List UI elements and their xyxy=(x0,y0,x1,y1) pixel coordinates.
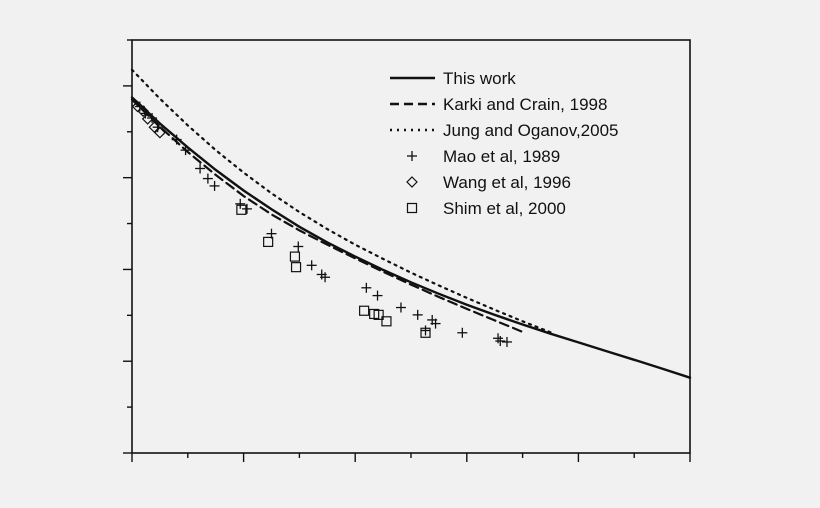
data-point-square xyxy=(373,309,384,320)
series-line-dotted xyxy=(130,68,552,334)
data-point-square xyxy=(359,305,370,316)
plot-area xyxy=(123,39,692,462)
data-point-plus xyxy=(202,173,213,184)
data-point-plus xyxy=(306,260,317,271)
legend-label: Mao et al, 1989 xyxy=(443,147,560,166)
legend: This work Karki and Crain, 1998 Jung and O… xyxy=(390,69,619,218)
series-line-solid xyxy=(130,96,692,379)
data-point-plus xyxy=(241,203,252,214)
legend-label: Wang et al, 1996 xyxy=(443,173,571,192)
legend-swatch-diamond xyxy=(406,176,418,188)
data-point-diamond xyxy=(131,100,144,113)
legend-item: Karki and Crain, 1998 xyxy=(390,95,607,114)
data-point-plus xyxy=(372,290,383,301)
data-point-plus xyxy=(420,325,431,336)
data-point-square xyxy=(236,204,247,215)
series-square-points xyxy=(236,204,431,338)
legend-label: Shim et al, 2000 xyxy=(443,199,566,218)
data-point-plus xyxy=(209,180,220,191)
data-point-plus xyxy=(412,309,423,320)
legend-swatch-square xyxy=(406,202,418,214)
data-point-diamond xyxy=(137,105,150,117)
data-point-diamond xyxy=(154,126,166,139)
data-point-plus xyxy=(171,134,182,145)
legend-item: Wang et al, 1996 xyxy=(406,173,571,192)
data-point-plus xyxy=(293,241,304,252)
data-point-plus xyxy=(320,272,331,283)
series-line-dashed xyxy=(130,98,524,333)
data-point-diamond xyxy=(141,113,154,125)
data-point-plus xyxy=(195,163,206,174)
data-point-plus xyxy=(495,336,506,347)
data-point-square xyxy=(263,236,274,248)
data-point-plus xyxy=(501,336,512,347)
data-point-plus xyxy=(395,302,406,313)
legend-item: This work xyxy=(390,69,516,88)
legend-label: Karki and Crain, 1998 xyxy=(443,95,607,114)
legend-label: Jung and Oganov,2005 xyxy=(443,121,619,140)
series-diamond-points xyxy=(131,100,166,139)
data-point-plus xyxy=(361,282,372,293)
data-point-plus xyxy=(457,327,468,338)
legend-item: Shim et al, 2000 xyxy=(406,199,566,218)
data-point-square xyxy=(381,316,392,327)
legend-item: Jung and Oganov,2005 xyxy=(390,121,619,140)
legend-item: Mao et al, 1989 xyxy=(407,147,560,166)
legend-label: This work xyxy=(443,69,516,88)
data-point-plus xyxy=(180,145,191,156)
data-point-square xyxy=(290,262,302,273)
data-point-square xyxy=(420,327,431,338)
data-point-plus xyxy=(430,318,441,329)
data-point-diamond xyxy=(148,121,161,134)
legend-swatch-plus xyxy=(407,151,417,161)
data-point-plus xyxy=(235,198,246,209)
data-point-square xyxy=(289,251,301,262)
